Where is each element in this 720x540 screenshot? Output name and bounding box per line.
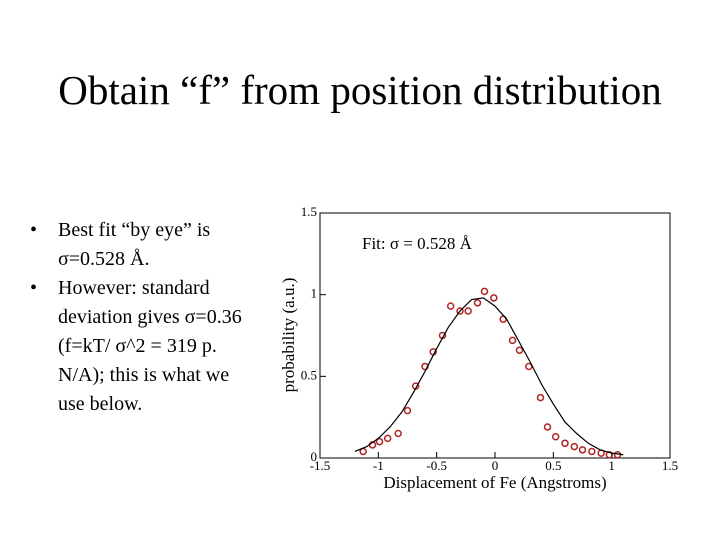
x-tick-label: 0 — [492, 458, 499, 473]
y-tick-label: 1.5 — [301, 204, 317, 219]
data-point — [561, 439, 569, 448]
data-point — [543, 423, 552, 431]
data-point — [605, 450, 614, 459]
data-point — [588, 447, 596, 456]
data-point — [515, 346, 524, 354]
x-tick-label: 1.5 — [662, 458, 678, 473]
data-point — [473, 299, 482, 307]
data-point — [383, 434, 392, 443]
data-point — [551, 433, 560, 441]
bullet: Best fit “by eye” is σ=0.528 Å. — [30, 216, 245, 274]
x-tick-label: -0.5 — [426, 458, 447, 473]
data-point — [480, 287, 489, 296]
data-point — [508, 336, 517, 345]
data-point — [536, 393, 545, 402]
annotation: Fit: σ = 0.528 Å — [362, 234, 473, 253]
bullet-list: Best fit “by eye” is σ=0.528 Å. However:… — [30, 216, 245, 419]
y-axis-label: probability (a.u.) — [279, 278, 298, 393]
y-tick-label: 1 — [311, 286, 318, 301]
x-axis-label: Displacement of Fe (Angstroms) — [383, 473, 606, 492]
data-point — [464, 307, 472, 315]
data-point — [375, 437, 384, 446]
data-point — [490, 294, 498, 302]
x-tick-label: -1.5 — [310, 458, 331, 473]
data-point — [456, 307, 464, 315]
data-point — [403, 406, 412, 415]
data-point — [446, 302, 455, 310]
bullet: However: standard deviation gives σ=0.36… — [30, 274, 245, 419]
y-tick-label: 0.5 — [301, 367, 317, 382]
data-point — [394, 429, 402, 438]
slide-title: Obtain “f” from position distribution — [58, 67, 662, 113]
x-tick-label: 0.5 — [545, 458, 561, 473]
x-tick-label: 1 — [608, 458, 615, 473]
y-tick-label: 0 — [311, 449, 318, 464]
x-tick-label: -1 — [373, 458, 384, 473]
data-point — [570, 442, 579, 451]
data-point — [578, 446, 587, 454]
fit-line — [354, 297, 624, 456]
